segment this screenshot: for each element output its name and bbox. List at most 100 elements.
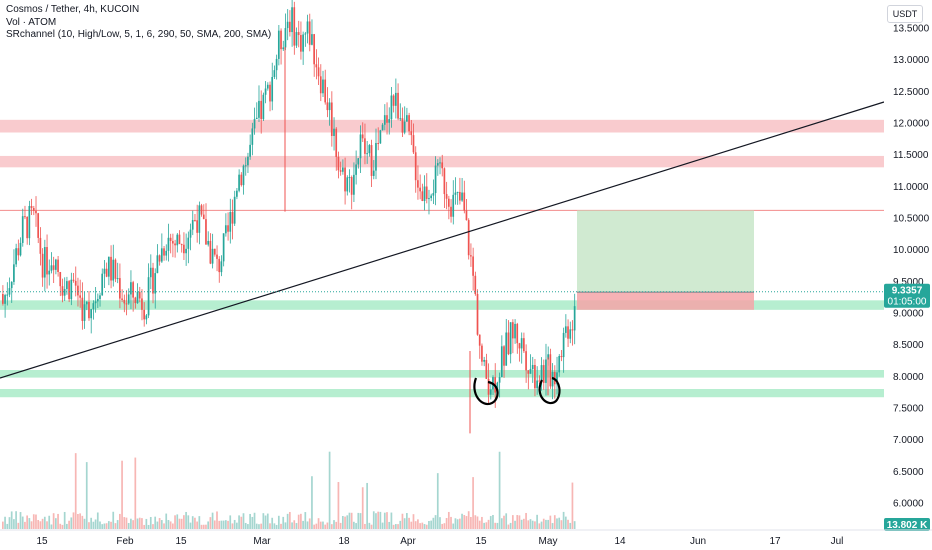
candle-body <box>178 234 181 245</box>
volume-bar <box>198 516 201 529</box>
trendline[interactable] <box>0 101 885 379</box>
price-tick-label: 8.0000 <box>893 372 924 383</box>
candle-body <box>478 334 481 346</box>
volume-bar <box>236 522 238 529</box>
candle-body <box>121 298 123 300</box>
candle-body <box>286 21 289 29</box>
candle-body <box>176 234 179 246</box>
candle-body <box>46 247 48 275</box>
price-tick-label: 11.0000 <box>893 182 929 193</box>
volume-bar <box>527 520 530 529</box>
volume-bar <box>381 522 384 529</box>
volume-bar <box>207 521 210 529</box>
legend-volume[interactable]: Vol · ATOM <box>6 16 57 28</box>
volume-bar <box>50 524 53 529</box>
candle-body <box>180 244 183 246</box>
volume-bar <box>306 521 309 529</box>
volume-bar <box>96 512 99 529</box>
candle-body <box>432 193 435 196</box>
volume-bar <box>132 520 134 529</box>
candle-body <box>428 198 430 200</box>
volume-bar <box>406 513 408 529</box>
candle-body <box>445 194 448 199</box>
candle-body <box>414 152 417 181</box>
candle-body <box>302 34 304 52</box>
candle-body <box>107 256 110 277</box>
candle-body <box>224 225 227 234</box>
volume-bar <box>185 511 187 529</box>
volume-bar <box>174 515 176 529</box>
volume-bar <box>538 523 541 529</box>
candle-body <box>569 329 572 339</box>
price-axis[interactable] <box>884 0 932 530</box>
stop-zone[interactable] <box>577 292 754 310</box>
candle-body <box>227 225 229 232</box>
candle-body <box>476 294 479 335</box>
candle-body <box>386 115 388 123</box>
candle-body <box>377 143 380 145</box>
volume-bar <box>436 473 439 529</box>
volume-bar <box>92 521 95 529</box>
candle-body <box>194 219 196 221</box>
candle-body <box>205 219 207 245</box>
long-position-tool[interactable] <box>577 210 754 310</box>
volume-bar <box>553 515 556 529</box>
volume-bar <box>4 516 6 529</box>
candle-body <box>560 356 563 358</box>
candle-body <box>344 167 346 192</box>
candle-body <box>372 170 375 176</box>
volume-bar <box>46 521 48 529</box>
candle-body <box>216 254 218 259</box>
volume-bar <box>136 518 139 529</box>
volume-bar <box>383 512 386 529</box>
time-tick-label: 17 <box>769 536 781 547</box>
volume-bar <box>121 460 123 529</box>
volume-bar <box>52 513 55 529</box>
candle-body <box>308 21 311 45</box>
candle-body <box>313 34 315 65</box>
candle-body <box>57 259 59 272</box>
candle-body <box>350 177 353 195</box>
volume-bar <box>529 519 532 529</box>
volume-bar <box>205 524 207 529</box>
candle-body <box>119 278 121 299</box>
candle-body <box>154 273 157 294</box>
candle-body <box>72 279 75 281</box>
volume-bar <box>503 515 505 529</box>
volume-bar <box>465 516 468 529</box>
candle-body <box>63 289 66 296</box>
candle-body <box>260 100 263 120</box>
volume-bar <box>200 524 203 529</box>
candle-body <box>132 282 134 298</box>
candle-body <box>558 356 561 373</box>
time-tick-label: 15 <box>475 536 487 547</box>
candle-body <box>297 32 300 36</box>
candle-body <box>489 389 492 395</box>
candle-body <box>198 205 201 233</box>
time-tick-label: Jun <box>690 536 706 547</box>
candle-body <box>185 248 187 254</box>
legend-indicator[interactable]: SRchannel (10, High/Low, 5, 1, 6, 290, 5… <box>6 29 272 40</box>
candle-body <box>315 64 318 68</box>
volume-bar <box>556 518 558 529</box>
currency-button[interactable]: USDT <box>887 5 923 23</box>
candle-body <box>218 258 221 273</box>
legend-symbol[interactable]: Cosmos / Tether, 4h, KUCOIN <box>6 4 140 15</box>
volume-bar <box>6 523 9 529</box>
volume-bar <box>289 511 291 529</box>
volume-bar <box>218 520 221 529</box>
candle-body <box>127 294 130 304</box>
candle-body <box>39 237 42 254</box>
volume-bar <box>379 511 382 529</box>
time-axis-ticks[interactable]: 15 Feb 15 Mar 18 Apr 15 May 14 Jun 17 Jul <box>36 536 843 547</box>
candle-body <box>280 30 282 50</box>
candle-body <box>88 301 90 319</box>
candle-body <box>50 265 53 271</box>
candle-body <box>333 128 335 136</box>
volume-bar <box>452 523 455 529</box>
candle-body <box>436 163 439 166</box>
target-zone[interactable] <box>577 210 754 293</box>
price-tick-label: 10.5000 <box>893 214 930 225</box>
candle-body <box>520 338 523 349</box>
